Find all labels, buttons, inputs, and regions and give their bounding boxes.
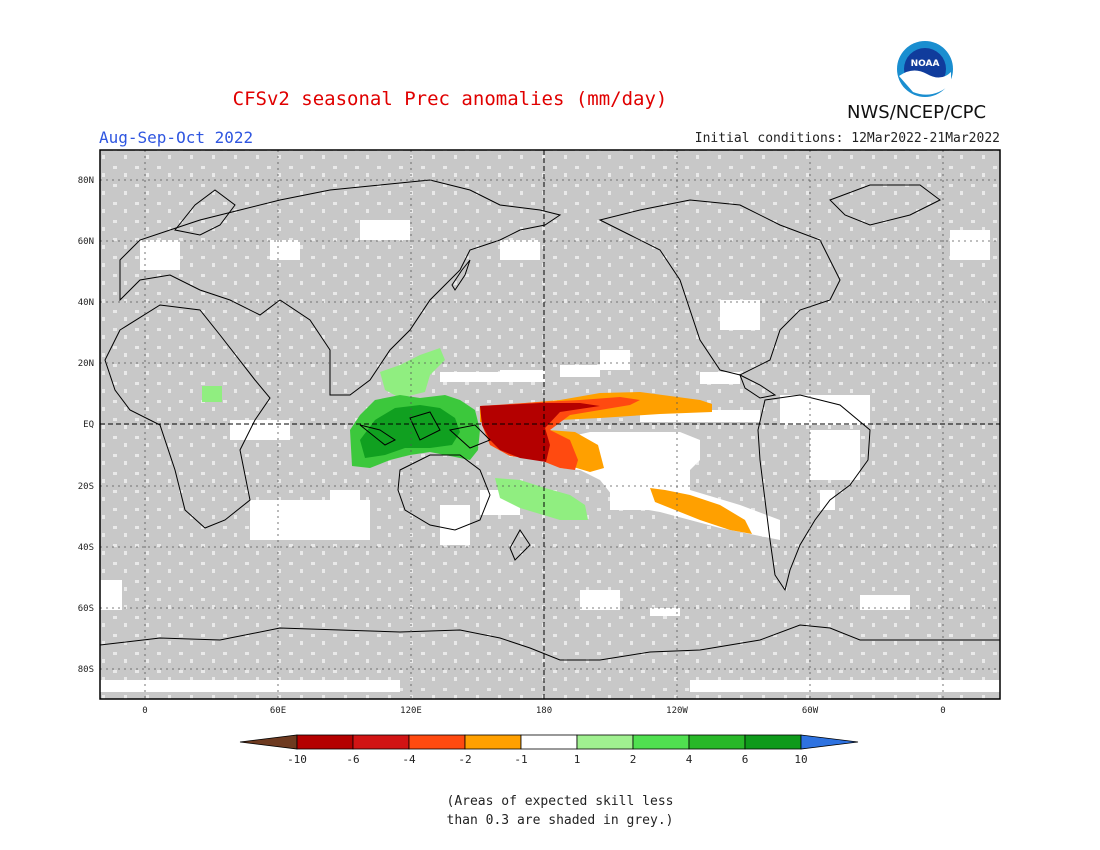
lat-label: 80N [78,176,94,186]
map-figure: 80N 60N 40N 20N EQ 20S 40S 60S 80S 0 60E… [78,149,1001,766]
chart-title: CFSv2 seasonal Prec anomalies (mm/day) [232,88,668,110]
svg-text:NOAA: NOAA [911,59,940,69]
map-frame [99,149,1001,700]
lon-label: 120W [666,706,688,716]
colorbar-tick-label: 1 [574,753,581,766]
lon-label: 120E [400,706,422,716]
colorbar-tick-label: -2 [458,753,471,766]
light-green-anomaly-africa [202,386,222,402]
colorbar-tick-label: -1 [514,753,527,766]
lon-label: 180 [536,706,552,716]
lat-label: 60N [78,237,94,247]
orange-anomaly-southeast [650,488,752,534]
lat-gridlines [100,179,1000,670]
colorbar-bin [632,734,690,750]
lon-label: 0 [940,706,945,716]
colorbar-bin [296,734,354,750]
lat-label: 20S [78,482,94,492]
lat-label: 60S [78,604,94,614]
coastlines [100,179,1000,661]
colorbar-tick-label: -6 [346,753,359,766]
colorbar-tick-label: 6 [742,753,749,766]
colorbar-right-triangle [800,734,859,750]
lat-label: EQ [83,420,94,430]
colorbar-bin [408,734,466,750]
colorbar-bin [744,734,802,750]
colorbar-tick-label: -4 [402,753,416,766]
colorbar-bin [464,734,522,750]
colorbar-bin [576,734,634,750]
forecast-period: Aug-Sep-Oct 2022 [99,128,254,147]
colorbar-bin [688,734,746,750]
lon-gridlines [144,150,944,699]
colorbar-left-triangle [239,734,298,750]
lat-label: 40S [78,543,94,553]
initial-conditions: Initial conditions: 12Mar2022-21Mar2022 [694,131,1000,146]
colorbar-tick-label: 10 [794,753,807,766]
skill-note-line2: than 0.3 are shaded in grey.) [446,813,674,828]
lat-label: 40N [78,298,94,308]
colorbar-tick-label: 4 [686,753,693,766]
skill-note-line1: (Areas of expected skill less [446,794,674,809]
lat-label: 80S [78,665,94,675]
lon-label: 60E [270,706,286,716]
agency-label: NWS/NCEP/CPC [847,102,987,123]
colorbar-bin [352,734,410,750]
lon-label: 0 [142,706,147,716]
light-green-anomaly-asia [380,348,445,398]
colorbar-tick-label: -10 [287,753,307,766]
colorbar-tick-label: 2 [630,753,637,766]
light-green-anomaly-australia [495,478,588,520]
lon-label: 60W [802,706,819,716]
colorbar-bin [520,734,578,750]
dark-red-anomaly [480,403,600,462]
skill-note: (Areas of expected skill less than 0.3 a… [0,792,1100,830]
lat-label: 20N [78,359,94,369]
colorbar [239,734,859,750]
noaa-logo: NOAA [893,40,957,102]
